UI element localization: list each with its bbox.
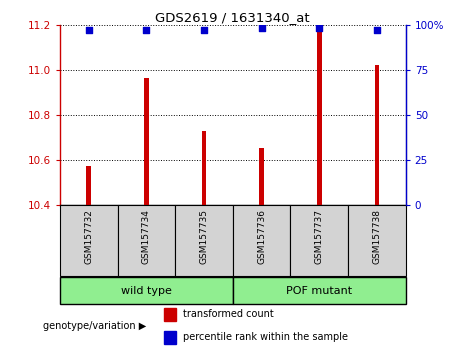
FancyBboxPatch shape: [233, 205, 290, 276]
Bar: [374, 65, 379, 205]
Bar: [259, 148, 264, 205]
Bar: [86, 166, 91, 205]
FancyBboxPatch shape: [118, 205, 175, 276]
FancyBboxPatch shape: [233, 276, 406, 304]
Text: GSM157734: GSM157734: [142, 209, 151, 264]
Point: [373, 27, 381, 33]
Bar: [164, 308, 176, 320]
Point: [258, 25, 266, 31]
Text: wild type: wild type: [121, 286, 172, 296]
Text: GSM157738: GSM157738: [372, 209, 381, 264]
FancyBboxPatch shape: [60, 276, 233, 304]
Text: transformed count: transformed count: [183, 309, 273, 319]
Point: [315, 25, 323, 31]
FancyBboxPatch shape: [60, 205, 118, 276]
Text: GSM157737: GSM157737: [315, 209, 324, 264]
FancyBboxPatch shape: [348, 205, 406, 276]
Text: POF mutant: POF mutant: [286, 286, 352, 296]
Point: [85, 27, 92, 33]
Text: GSM157732: GSM157732: [84, 209, 93, 264]
Bar: [317, 27, 321, 205]
Text: GSM157736: GSM157736: [257, 209, 266, 264]
Point: [200, 27, 207, 33]
Text: GSM157735: GSM157735: [200, 209, 208, 264]
Bar: [201, 131, 206, 205]
FancyBboxPatch shape: [290, 205, 348, 276]
Title: GDS2619 / 1631340_at: GDS2619 / 1631340_at: [155, 11, 310, 24]
Bar: [144, 78, 148, 205]
Bar: [164, 331, 176, 344]
FancyBboxPatch shape: [175, 205, 233, 276]
Point: [142, 27, 150, 33]
Text: genotype/variation ▶: genotype/variation ▶: [42, 321, 146, 331]
Text: percentile rank within the sample: percentile rank within the sample: [183, 332, 348, 342]
